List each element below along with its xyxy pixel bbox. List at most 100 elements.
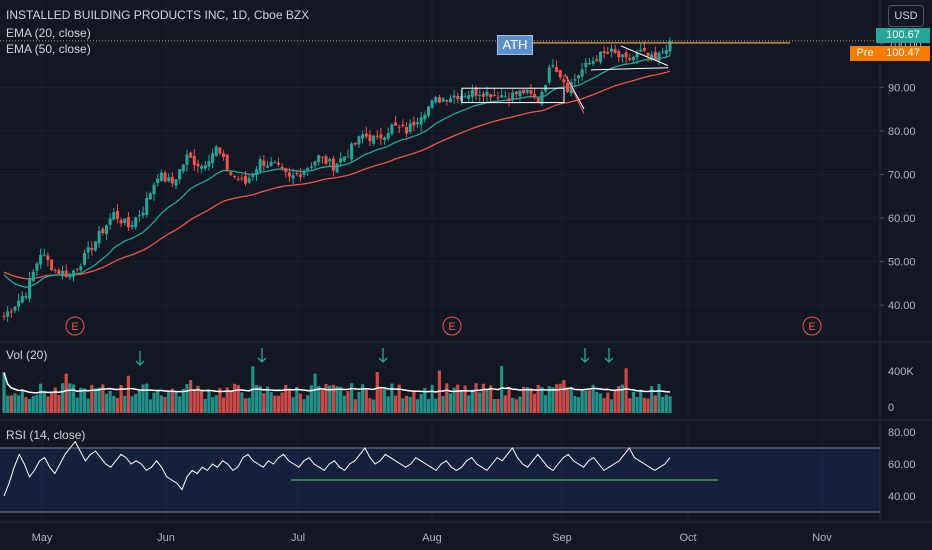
volume-bar (412, 391, 416, 413)
candle-body (254, 169, 258, 175)
volume-bar (60, 383, 65, 413)
volume-bar (17, 395, 21, 413)
volume-bar (225, 387, 229, 413)
candle-body (269, 162, 273, 167)
volume-bar (551, 387, 555, 413)
candle-body (284, 167, 288, 173)
volume-bar (470, 389, 474, 413)
candle-body (492, 94, 496, 96)
volume-bar (328, 385, 332, 413)
volume-bar (298, 393, 303, 413)
candle-body (287, 172, 291, 177)
candle-body (379, 134, 383, 139)
earnings-marker (802, 316, 822, 336)
volume-bar (547, 386, 551, 413)
candle-body (525, 89, 529, 93)
symbol-title: INSTALLED BUILDING PRODUCTS INC, 1D, Cbo… (6, 8, 310, 22)
volume-bar (71, 384, 76, 413)
volume-bar (393, 395, 398, 413)
candle-body (189, 152, 193, 158)
volume-bar (240, 392, 244, 413)
volume-bar (606, 392, 610, 413)
volume-bar (565, 387, 570, 413)
volume-bar (620, 384, 625, 413)
candle-body (196, 163, 200, 167)
candle-body (178, 169, 182, 180)
candle-body (17, 300, 21, 307)
earnings-marker-label: E (808, 321, 815, 333)
candle-body (459, 95, 463, 101)
volume-bar (357, 391, 361, 413)
candle-body (529, 90, 533, 94)
candle-body (93, 241, 97, 251)
candle-body (331, 158, 335, 171)
candle-body (426, 106, 430, 116)
candle-body (478, 94, 482, 96)
volume-bar (639, 389, 643, 413)
volume-bar (554, 384, 559, 413)
ath-label: ATH (497, 35, 533, 55)
volume-bar (500, 366, 504, 413)
volume-bar (123, 395, 127, 413)
volume-bar (156, 390, 160, 413)
candle-body (61, 270, 65, 277)
volume-bar (273, 395, 277, 413)
candle-body (496, 97, 500, 99)
volume-bar (397, 384, 401, 413)
volume-bar (49, 391, 54, 413)
volume-bar (503, 395, 507, 413)
candle-body (650, 54, 654, 59)
candle-body (441, 98, 445, 102)
volume-bar (134, 394, 138, 413)
candle-body (423, 114, 427, 120)
candle-body (357, 136, 361, 145)
volume-bar (306, 395, 310, 413)
candle-body (251, 174, 255, 177)
volume-tick-0: 0 (888, 402, 894, 414)
candle-body (368, 134, 372, 142)
volume-bar (452, 387, 456, 413)
volume-bar (317, 385, 321, 413)
volume-bar (159, 395, 163, 413)
ema50-legend: EMA (50, close) (6, 42, 91, 56)
volume-bar (126, 375, 131, 413)
volume-bar (474, 383, 478, 413)
volume-bar (262, 393, 266, 413)
volume-bar (492, 398, 496, 413)
candle-body (346, 156, 350, 158)
candle-body (445, 100, 449, 102)
x-tick-label: Oct (679, 532, 696, 544)
candle-body (218, 147, 222, 154)
candle-body (53, 270, 57, 272)
rsi-tick-label: 40.00 (888, 491, 916, 503)
candle-body (265, 165, 269, 168)
volume-bar (467, 395, 471, 413)
price-tick-label: 40.00 (888, 300, 916, 312)
candle-body (185, 154, 189, 165)
volume-bar (569, 387, 573, 413)
volume-bar (386, 396, 390, 413)
candle-body (298, 174, 302, 177)
volume-bar (6, 395, 10, 413)
volume-arrow (378, 348, 388, 363)
candle-body (174, 179, 178, 186)
candle-body (390, 124, 394, 134)
volume-bar (441, 396, 445, 413)
volume-bar (587, 390, 592, 413)
volume-bar (459, 390, 464, 413)
volume-bar (456, 384, 460, 413)
candle-body (631, 56, 635, 61)
volume-bar (64, 373, 68, 413)
rsi-line (3, 440, 671, 497)
candle-body (200, 166, 204, 169)
volume-bar (258, 385, 262, 413)
currency-button[interactable]: USD (888, 5, 924, 27)
volume-bar (13, 393, 17, 413)
candle-body (306, 168, 310, 171)
candle-body (24, 296, 28, 298)
volume-bar (350, 383, 354, 413)
volume-bar (485, 389, 489, 413)
candle-body (97, 231, 101, 244)
volume-bar (617, 386, 621, 413)
